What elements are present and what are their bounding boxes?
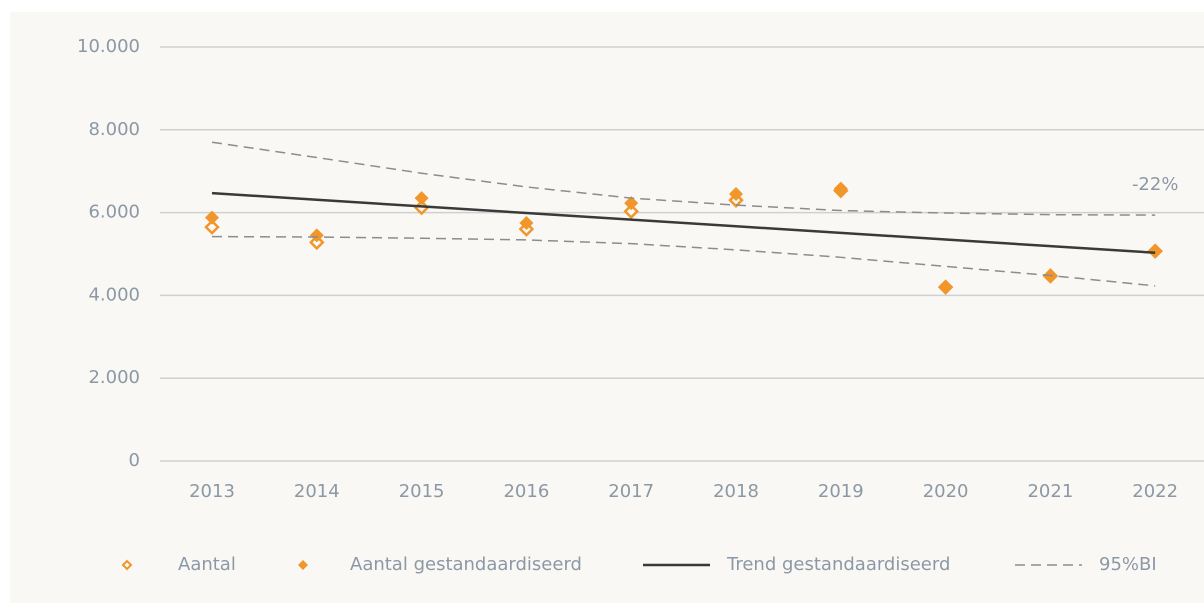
- x-tick-label: 2019: [818, 481, 864, 502]
- legend-label: Aantal gestandaardiseerd: [350, 554, 582, 575]
- trend-line: [211, 191, 1156, 255]
- x-tick-label: 2021: [1027, 481, 1073, 502]
- legend-swatch: [298, 560, 308, 570]
- x-tick-label: 2017: [608, 481, 654, 502]
- y-tick-label: 4.000: [88, 284, 140, 305]
- hollow-marker: [309, 234, 325, 251]
- marker: [414, 191, 429, 206]
- x-tick-label: 2018: [713, 481, 759, 502]
- y-tick-label: 8.000: [88, 119, 140, 140]
- legend-label: 95%BI: [1099, 554, 1157, 575]
- hollow-marker: [623, 203, 639, 220]
- marker: [938, 280, 953, 295]
- ci-line: [211, 235, 1156, 287]
- marker: [309, 228, 324, 243]
- annotation: -22%: [1132, 174, 1179, 195]
- x-tick-label: 2020: [923, 481, 969, 502]
- legend-label: Trend gestandaardiseerd: [726, 554, 950, 575]
- chart-background: [10, 12, 1204, 603]
- ci-line: [211, 141, 1156, 216]
- marker: [205, 210, 219, 225]
- y-tick-label: 0: [129, 450, 140, 471]
- y-tick-label: 2.000: [88, 367, 140, 388]
- legend-label: Aantal: [178, 554, 236, 575]
- x-tick-label: 2014: [294, 481, 340, 502]
- hollow-marker: [204, 219, 220, 235]
- marker: [624, 196, 639, 211]
- marker: [519, 215, 534, 230]
- marker: [729, 186, 743, 201]
- x-tick-label: 2015: [399, 481, 445, 502]
- x-tick-label: 2016: [503, 481, 549, 502]
- marker: [1148, 244, 1163, 259]
- legend-swatch: [121, 559, 133, 571]
- x-tick-label: 2013: [189, 481, 235, 502]
- y-tick-label: 6.000: [88, 202, 140, 223]
- marker: [833, 181, 848, 196]
- x-tick-label: 2022: [1132, 481, 1178, 502]
- y-tick-label: 10.000: [77, 36, 140, 57]
